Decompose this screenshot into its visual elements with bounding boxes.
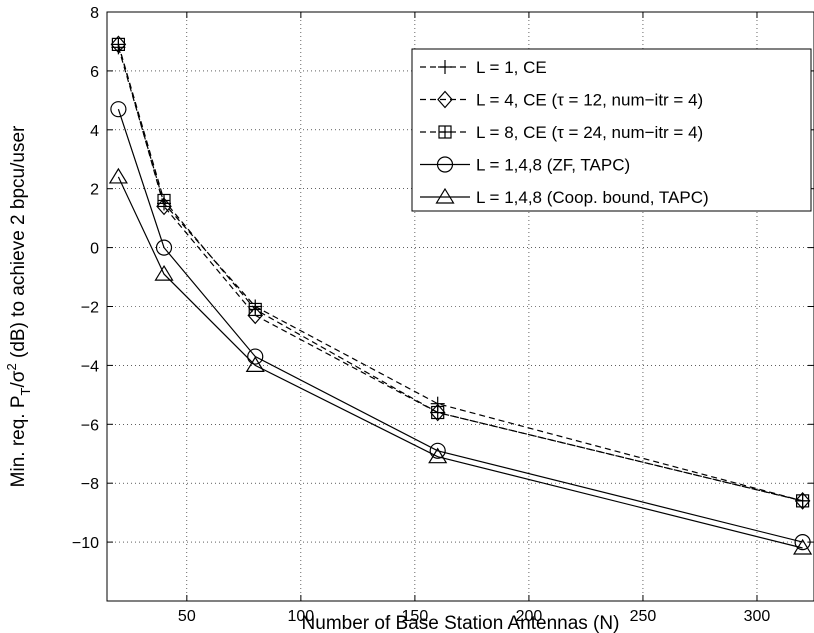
x-tick-label: 250 <box>630 608 657 625</box>
triangle-shape <box>435 187 455 204</box>
legend-label: L = 1,4,8 (ZF, TAPC) <box>476 156 630 175</box>
diamond-shape <box>110 35 127 54</box>
y-label-subscript: T <box>18 387 33 395</box>
y-tick-label: 4 <box>90 123 99 140</box>
data-point <box>428 447 448 464</box>
circle-shape <box>155 239 173 256</box>
legend-entry-1: L = 4, CE (τ = 12, num−itr = 4) <box>420 91 703 110</box>
data-point <box>429 442 446 459</box>
legend-entry-2: L = 8, CE (τ = 24, num−itr = 4) <box>420 123 703 142</box>
legend: L = 1, CE L = 4, CE (τ = 12, num−itr = 4)… <box>411 48 812 212</box>
circle-shape <box>247 348 264 365</box>
x-axis-label: Number of Base Station Antennas (N) <box>302 613 620 633</box>
diamond-shape <box>437 90 453 109</box>
y-tick-label: 8 <box>90 5 99 22</box>
data-point <box>154 264 174 281</box>
x-tick-label: 100 <box>288 608 315 625</box>
y-label-superscript: 2 <box>4 363 19 370</box>
y-tick-label: −6 <box>81 417 99 434</box>
legend-entry-4: L = 1,4,8 (Coop. bound, TAPC) <box>420 187 709 207</box>
triangle-shape <box>108 167 128 184</box>
data-point <box>429 403 446 422</box>
triangle-shape <box>245 356 265 372</box>
y-tick-label: −4 <box>81 358 99 375</box>
y-tick-label: 6 <box>90 64 99 81</box>
y-tick-label: −8 <box>81 476 99 493</box>
legend-label: L = 1,4,8 (Coop. bound, TAPC) <box>476 188 709 207</box>
diamond-shape <box>794 491 811 510</box>
data-point <box>156 197 172 216</box>
series-4 <box>108 167 813 555</box>
x-tick-label: 50 <box>178 608 196 625</box>
data-point <box>108 167 128 184</box>
diamond-shape <box>429 403 446 422</box>
triangle-shape <box>154 264 174 281</box>
ticks: 50 100 150 200 250 300 −10 −8 −6 −4 −2 0 2 4 6 8 <box>72 5 814 625</box>
data-point <box>794 491 811 510</box>
legend-marker <box>435 187 455 204</box>
legend-label: L = 4, CE (τ = 12, num−itr = 4) <box>476 91 703 110</box>
circle-shape <box>110 101 127 118</box>
legend-marker <box>438 125 452 139</box>
triangle-shape <box>793 538 813 555</box>
series-line <box>117 176 803 549</box>
diamond-shape <box>156 197 172 216</box>
data-point <box>111 37 126 51</box>
circle-shape <box>794 533 811 551</box>
legend-entry-3: L = 1,4,8 (ZF, TAPC) <box>420 156 630 175</box>
data-point <box>245 356 265 372</box>
y-tick-label: −2 <box>81 300 99 317</box>
y-label-part-rest: (dB) to achieve 2 bpcu/user <box>8 125 29 363</box>
y-label-part-main: Min. req. P <box>8 395 29 487</box>
y-tick-label: 2 <box>90 182 99 199</box>
x-tick-label: 200 <box>516 608 543 625</box>
legend-entry-0: L = 1, CE <box>420 58 547 77</box>
data-point <box>794 533 811 551</box>
legend-box <box>411 48 812 212</box>
data-point <box>248 302 262 317</box>
circle-shape <box>436 156 454 173</box>
legend-marker <box>437 90 453 109</box>
legend-label: L = 8, CE (τ = 24, num−itr = 4) <box>476 123 703 142</box>
data-point <box>110 35 127 54</box>
data-point <box>793 538 813 555</box>
data-point <box>247 348 264 365</box>
x-tick-label: 150 <box>402 608 429 625</box>
y-label-part-sigma: /σ <box>8 370 29 387</box>
data-point <box>431 405 445 420</box>
y-tick-label: 0 <box>90 241 99 258</box>
data-point <box>157 193 171 208</box>
legend-label: L = 1, CE <box>476 58 547 77</box>
data-point <box>110 101 127 118</box>
data-point <box>795 494 810 508</box>
x-tick-label: 300 <box>744 608 771 625</box>
series-layer <box>108 35 813 555</box>
series-2 <box>111 37 810 508</box>
y-tick-label: −10 <box>72 535 99 552</box>
triangle-shape <box>428 447 448 464</box>
legend-marker <box>436 156 454 173</box>
legend-marker <box>438 60 452 74</box>
circle-shape <box>429 442 446 459</box>
data-point <box>155 239 173 256</box>
y-axis-label: Min. req. PT/σ2 (dB) to achieve 2 bpcu/u… <box>4 125 33 487</box>
